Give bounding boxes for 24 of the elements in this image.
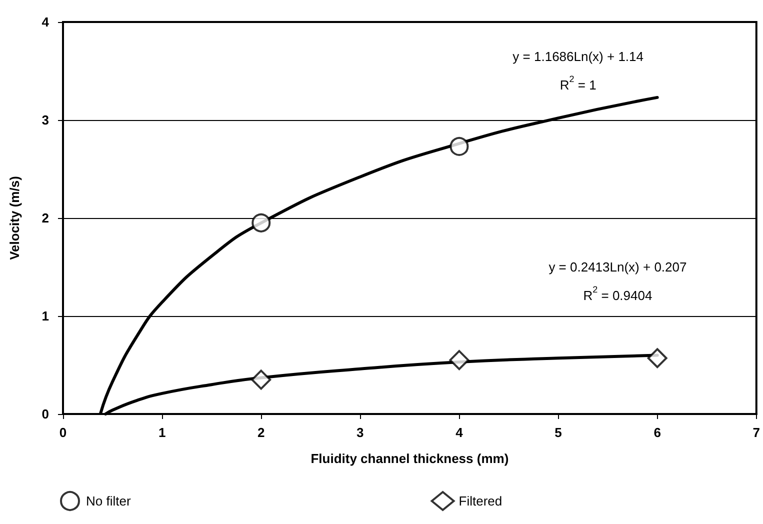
x-tick-label: 7 [752,425,760,440]
x-tick-label: 0 [59,425,67,440]
legend-label: Filtered [458,494,502,508]
y-tick-label: 4 [42,14,50,30]
annotation: y = 1.1686Ln(x) + 1.14 [512,48,644,64]
x-tick-label: 3 [356,425,364,440]
point [647,348,668,368]
y-tick-label: 3 [42,112,49,128]
x-tick-label: 2 [257,425,265,440]
y-tick-label: 1 [42,308,49,324]
x-tick-label: 6 [654,425,661,440]
legend-label: No filter [86,494,132,508]
y-axis-title: Velocity (m/s) [7,176,22,260]
point [449,350,470,370]
annotation: y = 0.2413Ln(x) + 0.207 [548,260,687,274]
point [251,370,272,390]
x-axis-title: Fluidity channel thickness (mm) [310,451,509,466]
x-tick-label: 5 [554,425,562,440]
x-tick-label: 4 [456,425,464,440]
y-tick-label: 0 [42,406,49,422]
point [450,136,469,156]
y-tick-label: 2 [42,210,49,226]
x-tick-label: 1 [158,425,166,440]
point [252,213,271,232]
